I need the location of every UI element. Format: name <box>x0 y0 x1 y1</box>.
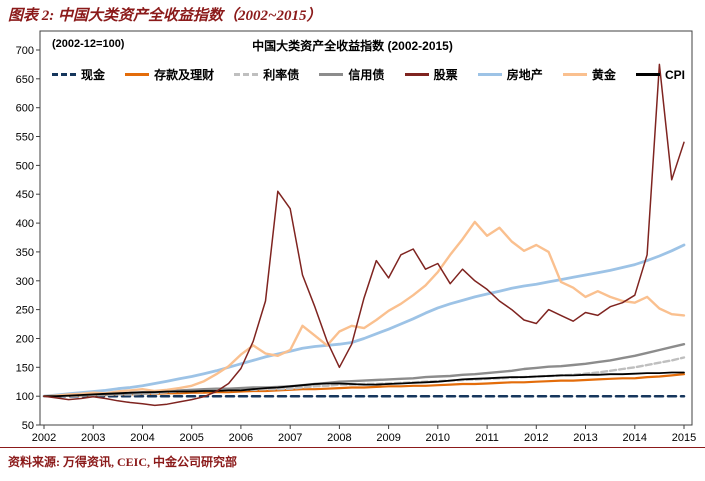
figure-caption: 图表 2: 中国大类资产全收益指数（2002~2015） <box>8 4 697 25</box>
legend-label-cpi: CPI <box>664 67 685 82</box>
chart-legend: 现金 存款及理财 利率债 信用债 股票 房地产 黄金 CPI <box>52 66 685 83</box>
y-tick-label: 150 <box>16 362 34 374</box>
y-tick-label: 550 <box>16 132 34 144</box>
figure-title: 图表 2: 中国大类资产全收益指数（2002~2015） <box>8 8 322 24</box>
series-line-real_estate <box>42 243 686 398</box>
x-tick-label: 2006 <box>229 432 253 444</box>
x-tick-label: 2007 <box>278 432 302 444</box>
series-line-deposits <box>42 373 686 398</box>
plot-frame <box>39 30 693 426</box>
legend-item-gold: 黄金 <box>562 66 616 83</box>
x-tick-label: 2004 <box>130 432 154 444</box>
y-tick-label: 350 <box>16 247 34 259</box>
y-tick-label: 450 <box>16 189 34 201</box>
legend-item-credit_bonds: 信用债 <box>319 66 384 83</box>
x-tick-label: 2010 <box>426 432 450 444</box>
x-tick-label: 2011 <box>475 432 499 444</box>
x-tick-label: 2002 <box>32 432 56 444</box>
plot-series <box>42 63 686 407</box>
legend-item-cpi: CPI <box>635 67 685 82</box>
series-line-stocks <box>43 63 685 407</box>
y-tick-label: 250 <box>16 305 34 317</box>
legend-marker-deposits <box>125 73 150 76</box>
y-tick-label: 200 <box>16 334 34 346</box>
legend-item-cash: 现金 <box>52 66 105 83</box>
y-tick-label: 650 <box>16 74 34 86</box>
source-note: 资料来源: 万得资讯, CEIC, 中金公司研究部 <box>0 447 705 470</box>
x-tick-label: 2014 <box>623 432 647 444</box>
y-tick-label: 500 <box>16 160 34 172</box>
x-tick-label: 2012 <box>524 432 548 444</box>
legend-label-credit_bonds: 信用债 <box>348 68 385 82</box>
series-line-cpi <box>43 371 685 398</box>
legend-item-real_estate: 房地产 <box>477 66 543 83</box>
x-axis: 2002 2003 2004 2005 2006 2007 2008 2009 2010 2011… <box>32 425 696 444</box>
source-text: 资料来源: 万得资讯, CEIC, 中金公司研究部 <box>8 455 238 469</box>
x-tick-label: 2009 <box>376 432 400 444</box>
y-tick-label: 700 <box>16 45 34 57</box>
legend-marker-real_estate <box>477 73 502 76</box>
legend-marker-gold <box>562 73 587 76</box>
y-tick-label: 100 <box>16 391 34 403</box>
legend-label-gold: 黄金 <box>591 68 616 82</box>
axis-base-note: (2002-12=100) <box>52 38 125 50</box>
legend-marker-credit_bonds <box>319 73 344 76</box>
series-line-gold <box>42 220 686 398</box>
legend-marker-stocks <box>404 73 429 76</box>
y-tick-label: 400 <box>16 218 34 230</box>
legend-marker-rate_bonds <box>234 73 259 76</box>
legend-label-real_estate: 房地产 <box>506 68 543 82</box>
legend-item-stocks: 股票 <box>404 66 458 83</box>
y-tick-label: 50 <box>22 420 34 432</box>
legend-label-cash: 现金 <box>81 68 106 82</box>
y-tick-label: 600 <box>16 103 34 115</box>
x-tick-label: 2005 <box>179 432 203 444</box>
x-tick-label: 2015 <box>672 432 696 444</box>
legend-label-deposits: 存款及理财 <box>154 68 215 82</box>
legend-marker-cash <box>52 73 76 76</box>
y-tick-label: 300 <box>16 276 34 288</box>
legend-item-rate_bonds: 利率债 <box>234 66 299 83</box>
legend-label-stocks: 股票 <box>433 68 458 82</box>
legend-label-rate_bonds: 利率债 <box>263 68 300 82</box>
x-tick-label: 2013 <box>573 432 597 444</box>
chart-title: 中国大类资产全收益指数 (2002-2015) <box>252 39 453 53</box>
chart-canvas: 50 100 150 200 250 300 350 400 450 500 550 600 650 70… <box>16 30 696 444</box>
y-axis: 50 100 150 200 250 300 350 400 450 500 550 600 650 70… <box>16 45 40 432</box>
legend-marker-cpi <box>635 73 660 76</box>
chart-area: 50 100 150 200 250 300 350 400 450 500 550 600 650 70… <box>0 30 705 445</box>
x-tick-label: 2003 <box>81 432 105 444</box>
x-tick-label: 2008 <box>327 432 351 444</box>
legend-item-deposits: 存款及理财 <box>125 66 214 83</box>
